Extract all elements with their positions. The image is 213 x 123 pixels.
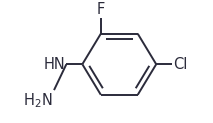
Text: F: F	[97, 2, 105, 17]
Text: Cl: Cl	[173, 57, 188, 72]
Text: H$_2$N: H$_2$N	[23, 91, 53, 110]
Text: HN: HN	[43, 57, 65, 72]
